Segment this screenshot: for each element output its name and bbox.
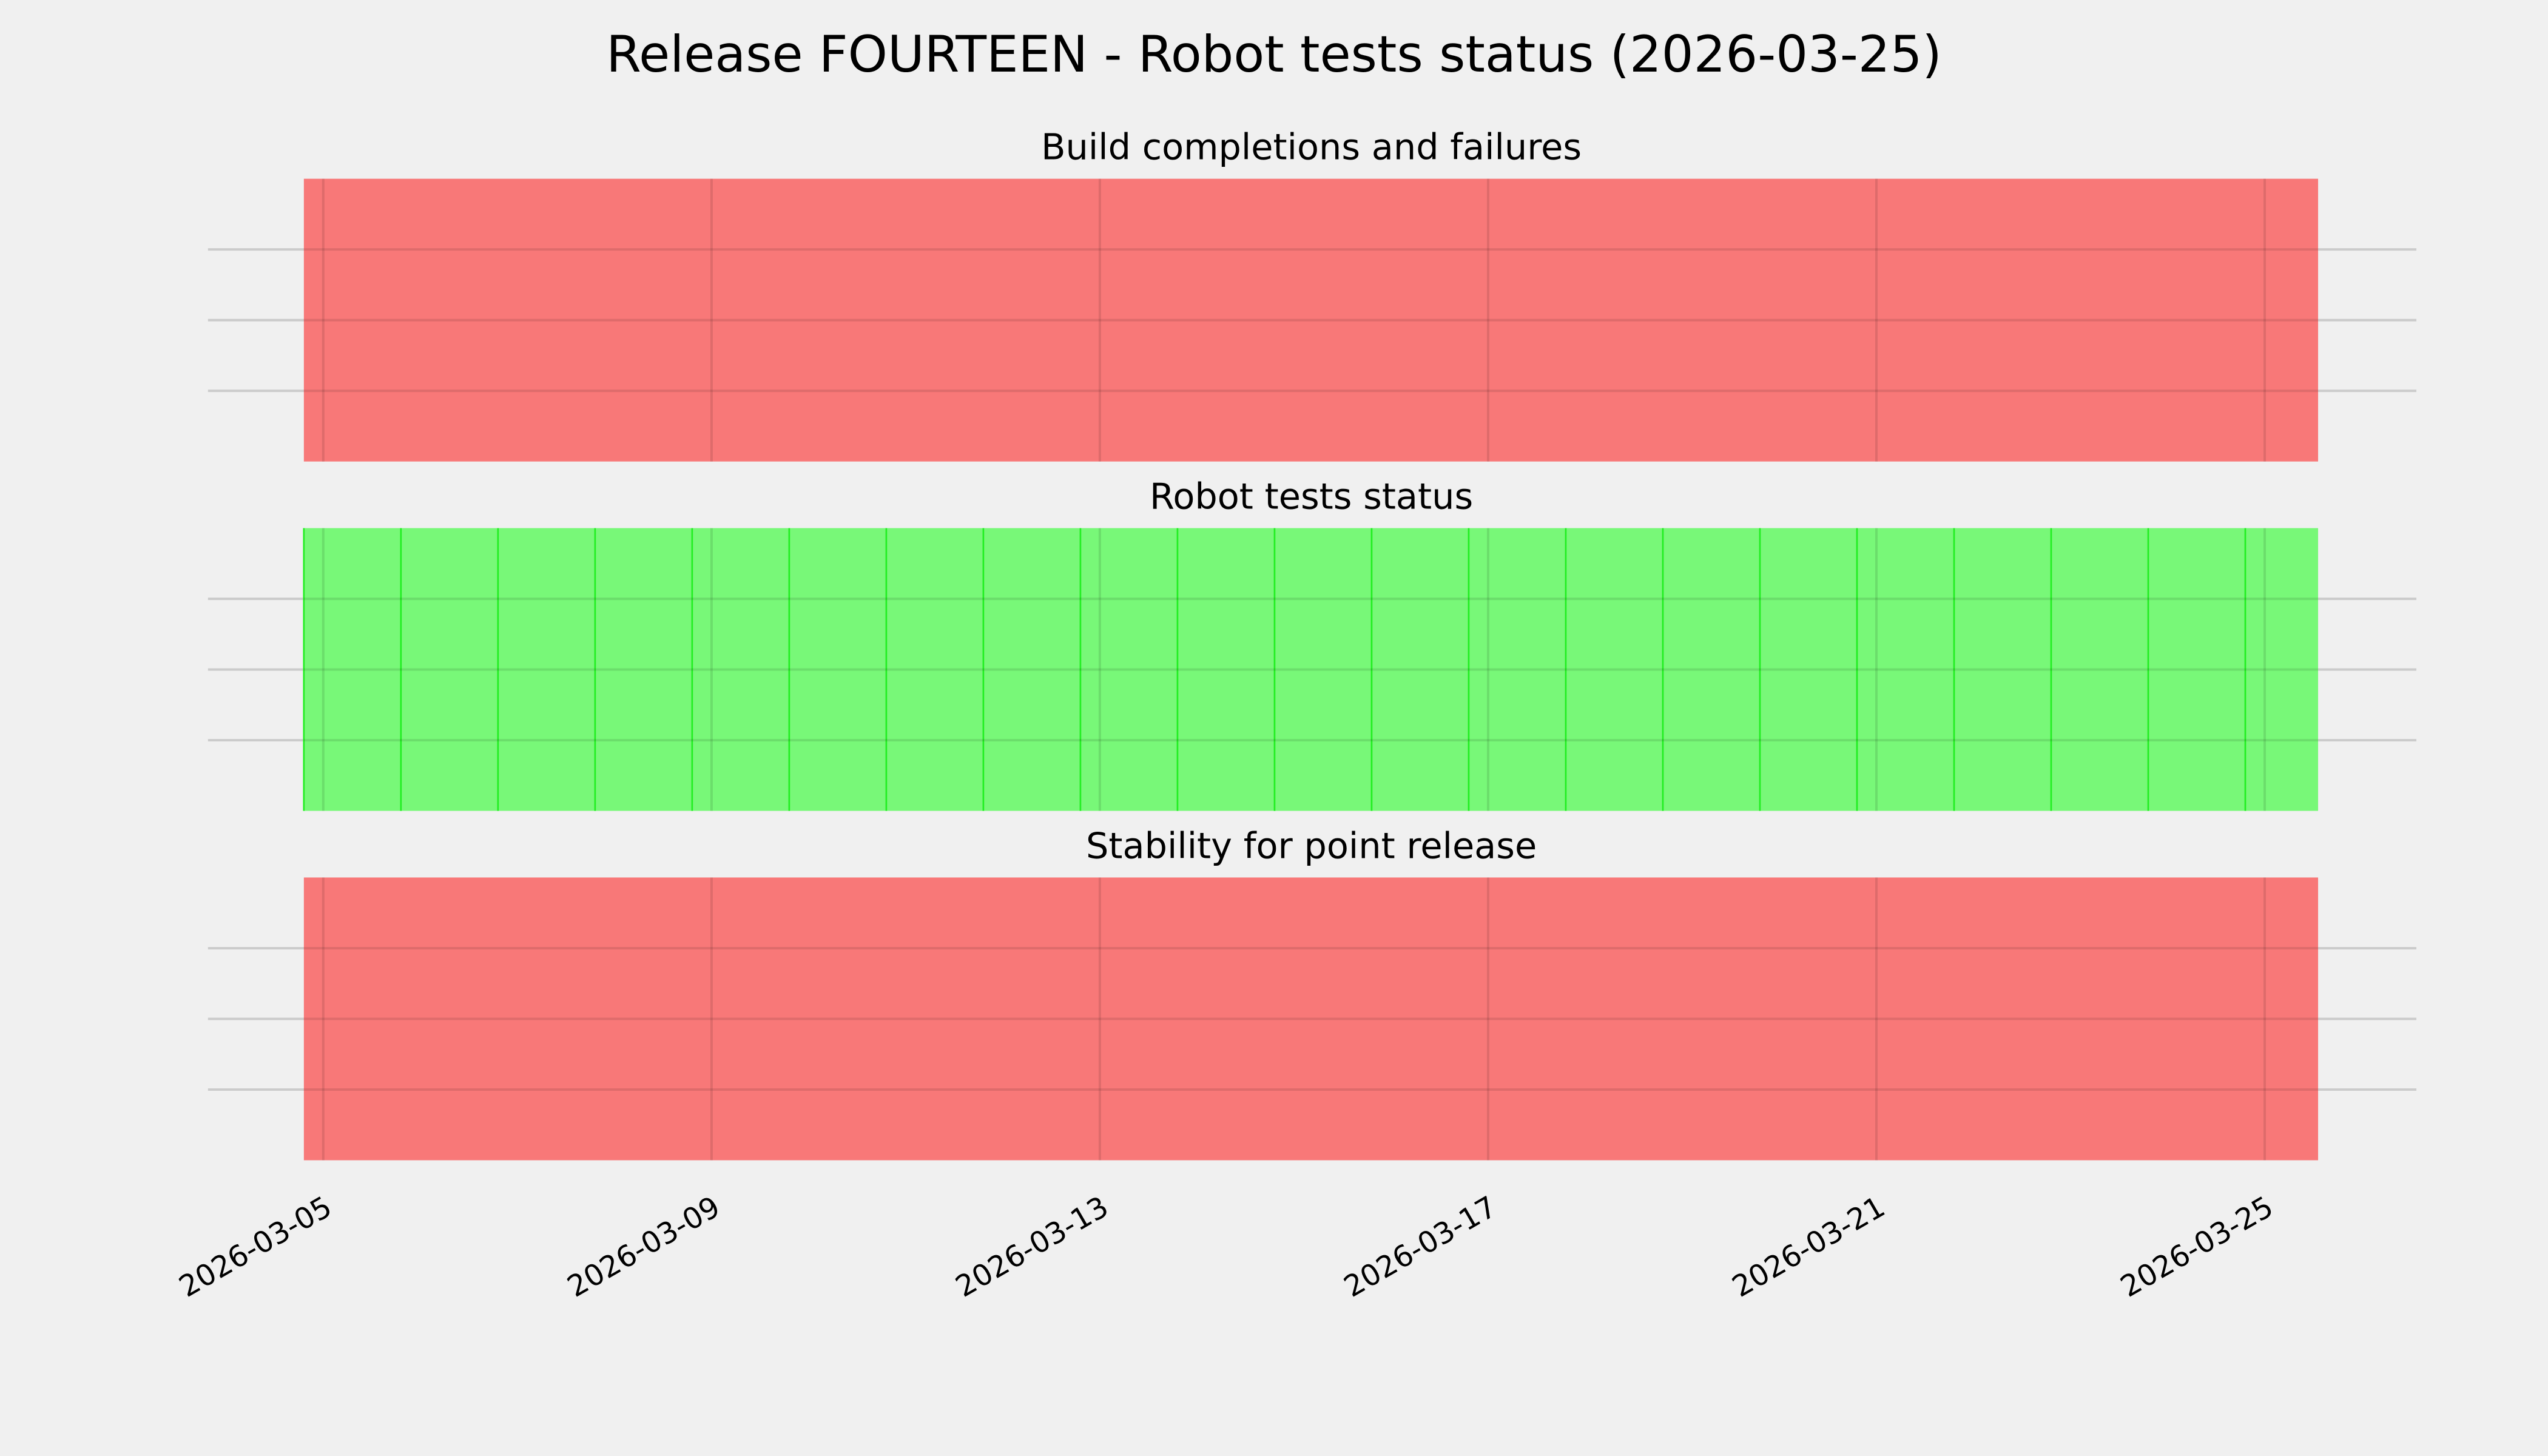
panel-title: Stability for point release [1086, 824, 1537, 866]
pass-span [1274, 528, 1372, 811]
pass-span [2148, 528, 2246, 811]
panel-2: Robot tests status [207, 475, 2417, 811]
panel-title: Robot tests status [1150, 475, 1473, 517]
pass-span [1177, 528, 1275, 811]
pass-span [789, 528, 886, 811]
chart-title: Release FOURTEEN - Robot tests status (2… [606, 25, 1942, 84]
pass-span [1953, 528, 2052, 811]
pass-span [595, 528, 692, 811]
fail-span [303, 178, 2319, 462]
pass-span [1080, 528, 1178, 811]
panel-1: Build completions and failures [207, 126, 2417, 462]
pass-span [983, 528, 1080, 811]
panel-title: Build completions and failures [1041, 126, 1582, 168]
pass-span [497, 528, 595, 811]
pass-span [1662, 528, 1760, 811]
pass-span [303, 528, 401, 811]
panel-3: Stability for point release [207, 824, 2417, 1161]
fail-span [303, 877, 2319, 1161]
pass-span [2245, 528, 2319, 811]
pass-span [1565, 528, 1663, 811]
pass-span [400, 528, 498, 811]
pass-span [1371, 528, 1469, 811]
pass-span [886, 528, 983, 811]
pass-span [1468, 528, 1566, 811]
pass-span [1856, 528, 1954, 811]
pass-span [692, 528, 789, 811]
pass-span [2051, 528, 2149, 811]
pass-span [1759, 528, 1857, 811]
